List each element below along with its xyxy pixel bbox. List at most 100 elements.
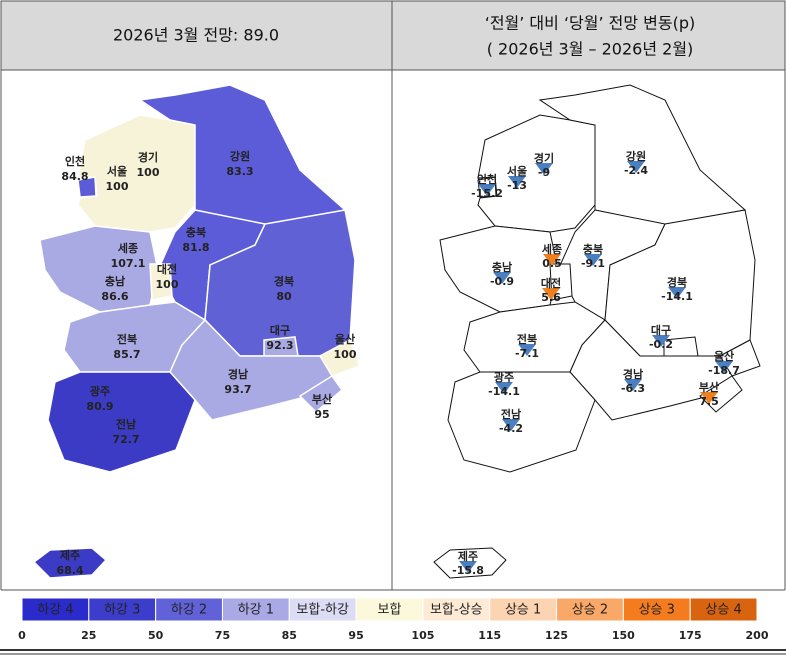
region-value: 107.1: [111, 257, 146, 270]
legend-swatch: [689, 597, 758, 622]
left-map: 인천 84.8 서울 100 경기 100 강원 83.3 세종 107.1 충북 81.8 충남 86.…: [32, 84, 361, 579]
region-name: 경북: [274, 274, 294, 288]
province: [298, 374, 344, 414]
region-value: 86.6: [101, 290, 128, 303]
legend-tick: 105: [411, 629, 434, 642]
legend-label: 하강 2: [171, 603, 207, 618]
region-name: 부산: [699, 380, 719, 394]
change-marker: [478, 184, 496, 196]
change-marker: [493, 272, 511, 284]
right-subtitle: ( 2026년 3월 – 2026년 2월): [487, 40, 694, 59]
region-name: 경기: [534, 151, 554, 165]
right-map: 인천-15.2 서울-13 경기-9 강원-2.4 세종0.5 충북-9.1 충남-0.9 대…: [433, 84, 761, 579]
region-name: 강원: [626, 149, 646, 163]
change-marker: [535, 163, 553, 175]
region-name: 인천: [65, 154, 85, 168]
region-name: 서울: [507, 164, 527, 178]
region-value: -15.2: [471, 187, 503, 200]
region-value: 72.7: [112, 433, 139, 446]
change-marker: [627, 161, 645, 173]
legend-label: 상승 3: [639, 603, 675, 618]
region-name: 경기: [138, 150, 158, 164]
region-name: 부산: [312, 392, 332, 406]
change-marker: [495, 382, 513, 394]
legend-label: 하강 3: [104, 603, 140, 618]
region-value: 100: [156, 278, 179, 291]
legend-tick: 75: [215, 629, 230, 642]
province: [47, 371, 196, 473]
region-value: -13: [507, 179, 527, 192]
legend-tick: 95: [348, 629, 363, 642]
region-value: 84.8: [61, 170, 88, 183]
change-marker: [518, 344, 536, 356]
region-name: 서울: [107, 164, 127, 178]
region-name: 광주: [90, 385, 110, 398]
change-marker: [624, 379, 642, 391]
region-value: -2.4: [624, 164, 648, 177]
region-name: 세종: [542, 242, 562, 256]
region-value: -9: [538, 166, 550, 179]
change-marker: [459, 561, 477, 573]
province: [149, 263, 173, 301]
region-name: 제주: [60, 548, 80, 562]
header-bg: [0, 0, 786, 71]
right-title: ‘전월’ 대비 ‘당월’ 전망 변동(p): [485, 14, 696, 33]
region-name: 경북: [667, 275, 687, 289]
legend-tick: 150: [612, 629, 635, 642]
region-value: -6.3: [621, 382, 645, 395]
region-name: 광주: [494, 371, 514, 384]
legend-label: 보합: [378, 603, 402, 618]
region-name: 대전: [541, 276, 561, 290]
change-marker: [508, 176, 526, 188]
legend-label: 하강 1: [238, 603, 274, 618]
region-value: -0.2: [649, 338, 673, 351]
region-name: 전남: [501, 407, 521, 421]
region-value: 80.9: [86, 400, 113, 413]
legend-label: 상승 1: [505, 603, 541, 618]
legend-tick: 50: [148, 629, 164, 642]
change-marker: [715, 361, 733, 373]
region-name: 전북: [517, 332, 537, 346]
region-name: 대전: [157, 262, 177, 276]
region-name: 울산: [714, 349, 734, 363]
region-name: 충남: [105, 274, 125, 288]
region-name: 강원: [230, 149, 250, 163]
region-name: 전북: [117, 332, 137, 346]
region-name: 경남: [623, 367, 643, 381]
change-marker: [700, 392, 718, 404]
region-value: 5.6: [541, 291, 561, 304]
region-value: 100: [334, 348, 357, 361]
region-name: 충남: [492, 260, 512, 274]
right-outline: [433, 84, 761, 579]
legend-label: 보합-상승: [430, 603, 483, 618]
region-name: 대구: [270, 323, 290, 337]
change-marker: [502, 419, 520, 431]
region-value: 92.3: [266, 339, 293, 352]
change-marker: [652, 335, 670, 347]
region-name: 울산: [335, 332, 355, 346]
legend-tick: 85: [282, 629, 297, 642]
change-marker: [668, 287, 686, 299]
region-value: -18.7: [708, 364, 740, 377]
legend-tick: 125: [545, 629, 568, 642]
region-name: 경남: [228, 367, 248, 381]
region-value: -0.9: [490, 275, 514, 288]
region-value: 7.5: [699, 395, 719, 408]
region-value: 83.3: [226, 165, 253, 178]
region-value: -9.1: [581, 257, 605, 270]
region-value: 100: [137, 166, 160, 179]
region-name: 대구: [651, 323, 671, 337]
region-value: 95: [314, 408, 329, 421]
province: [32, 547, 108, 579]
region-value: 0.5: [542, 257, 562, 270]
province: [699, 375, 743, 413]
legend-label: 보합-하강: [296, 603, 349, 618]
legend: 하강 4 하강 3 하강 2 하강 1 보합-하강 보합 보합-상승 상승 1 상승 2 상승 3…: [18, 597, 769, 642]
legend-tick: 200: [746, 629, 769, 642]
region-name: 전남: [116, 417, 136, 431]
legend-label: 하강 4: [37, 603, 73, 618]
region-name: 충북: [186, 225, 206, 239]
region-value: -15.8: [452, 564, 484, 577]
legend-tick: 25: [81, 629, 96, 642]
